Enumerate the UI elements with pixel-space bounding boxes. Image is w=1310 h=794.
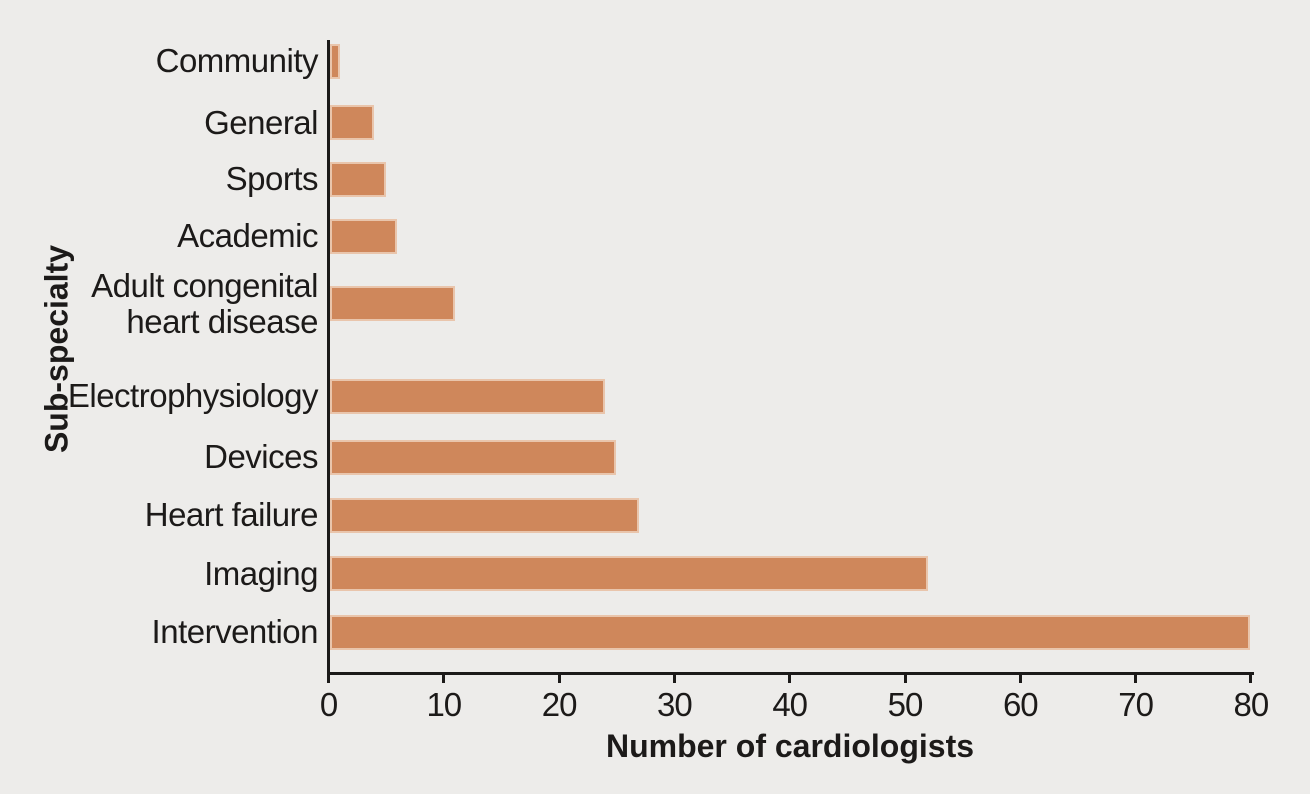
bar-community [330,43,340,79]
bar-academic [330,218,398,254]
x-tick-label-10: 10 [426,686,462,723]
category-label-sports: Sports [225,160,319,197]
category-label-community: Community [155,42,319,79]
x-axis-title: Number of cardiologists [605,728,975,764]
category-label-imaging: Imaging [204,554,318,592]
x-axis-line [327,672,1254,675]
x-tick-label-70: 70 [1118,686,1154,723]
category-label-intervention: Intervention [151,613,319,650]
bar-electrophysiology [330,378,605,414]
x-tick-label-80: 80 [1233,686,1270,723]
y-axis-line [327,40,330,675]
x-tick-label-30: 30 [657,686,693,723]
bar-imaging [330,556,928,591]
x-tick-0 [327,675,330,683]
category-label-general: General [204,103,318,141]
x-tick-50 [903,675,907,683]
x-tick-label-50: 50 [887,686,924,723]
x-tick-80 [1249,675,1253,683]
x-tick-label-40: 40 [772,686,808,723]
x-tick-10 [442,675,446,683]
x-tick-20 [557,675,561,683]
x-tick-label-60: 60 [1002,686,1039,723]
x-tick-40 [788,675,792,683]
bar-sports [330,161,386,197]
category-label-academic: Academic [177,217,318,254]
category-label-heart-failure: Heart failure [144,496,319,533]
x-tick-label-0: 0 [319,686,338,723]
category-label-adult-congenital-heart-disease: Adult congenital heart disease [91,266,318,340]
category-label-devices: Devices [204,438,318,475]
bar-devices [330,439,617,475]
x-tick-label-20: 20 [541,686,578,723]
x-tick-60 [1018,675,1022,683]
bar-general [330,105,375,140]
x-tick-30 [672,675,676,683]
bar-heart-failure [330,497,640,533]
x-tick-70 [1134,675,1138,683]
bar-intervention [330,614,1251,650]
category-label-electrophysiology: Electrophysiology [67,377,319,414]
bar-adult-congenital-heart-disease [330,286,455,321]
